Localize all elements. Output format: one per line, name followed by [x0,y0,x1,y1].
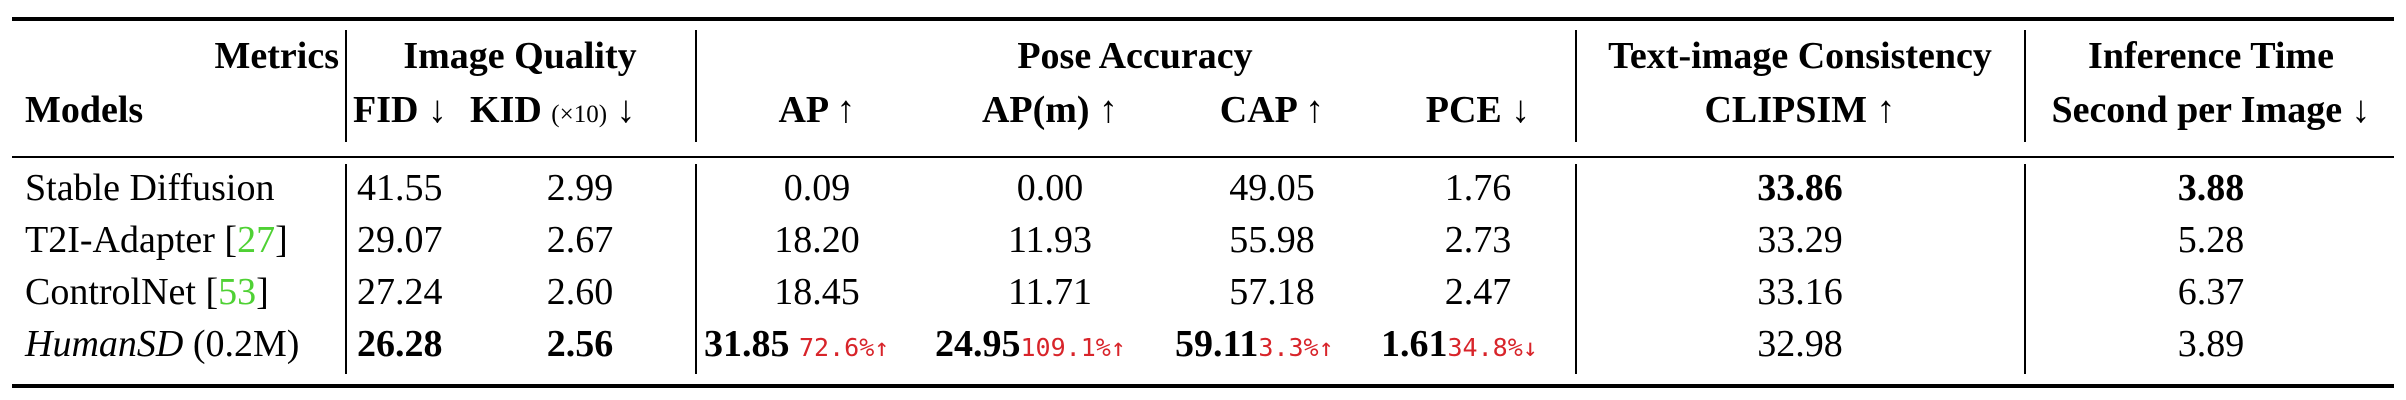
row-4-pce-pct: 34.8%↓ [1447,333,1538,362]
row-4-pce: 1.6134.8%↓ [1381,322,1538,370]
row-1-time: 3.88 [2177,167,2245,209]
divider-quality [695,30,697,142]
header-ap: AP ↑ [778,89,856,131]
row-2-kid: 2.67 [546,219,614,261]
header-kid-arrow: ↓ [616,89,636,131]
row-4-cap: 59.113.3%↑ [1175,322,1334,370]
divider-pose-body [1575,164,1577,374]
row-2-model-bracket: ] [275,219,288,261]
row-2-pce: 2.73 [1444,219,1512,261]
row-4-model: HumanSD (0.2M) [25,322,299,366]
row-4-ap-pct: 72.6%↑ [799,333,890,362]
divider-text [2024,30,2026,142]
row-2-citation[interactable]: 27 [237,219,276,261]
row-4-apm: 24.95109.1%↑ [935,322,1126,370]
header-clipsim: CLIPSIM ↑ [1704,89,1896,131]
row-4-cap-value: 59.11 [1175,323,1259,365]
header-rule [12,156,2394,158]
header-kid: KID (×10) ↓ [470,88,636,137]
header-pose-accuracy: Pose Accuracy [1017,35,1253,77]
row-3-pce: 2.47 [1444,271,1512,313]
row-4-apm-pct: 109.1%↑ [1020,333,1126,362]
row-4-fid: 26.28 [357,323,443,365]
divider-text-body [2024,164,2026,374]
row-3-ap: 18.45 [774,271,860,313]
bottom-rule [12,384,2394,388]
row-3-model-name: ControlNet [ [25,271,219,313]
row-1-fid: 41.55 [357,167,443,209]
row-4-model-suffix: (0.2M) [192,323,300,365]
header-second-per-image: Second per Image ↓ [2051,89,2371,131]
row-1-kid: 2.99 [546,167,614,209]
divider-models-body [345,164,347,374]
row-4-kid: 2.56 [546,323,614,365]
row-2-model-name: T2I-Adapter [ [25,219,238,261]
row-3-time: 6.37 [2177,271,2245,313]
row-3-kid: 2.60 [546,271,614,313]
row-4-clipsim: 32.98 [1757,323,1843,365]
row-2-cap: 55.98 [1229,219,1315,261]
header-pce: PCE ↓ [1425,89,1531,131]
row-3-model: ControlNet [53] [25,270,269,314]
header-inference: Inference Time [2088,35,2334,77]
header-fid: FID ↓ [353,89,447,131]
row-4-pce-value: 1.61 [1381,323,1448,365]
row-1-apm: 0.00 [1016,167,1084,209]
header-text-image: Text-image Consistency [1608,35,1992,77]
row-1-ap: 0.09 [783,167,851,209]
header-image-quality: Image Quality [403,35,637,77]
row-2-ap: 18.20 [774,219,860,261]
divider-pose [1575,30,1577,142]
header-apm: AP(m) ↑ [981,89,1119,131]
row-2-model: T2I-Adapter [27] [25,218,288,262]
row-2-time: 5.28 [2177,219,2245,261]
divider-quality-body [695,164,697,374]
row-2-clipsim: 33.29 [1757,219,1843,261]
row-4-cap-pct: 3.3%↑ [1258,333,1334,362]
row-4-apm-value: 24.95 [935,323,1021,365]
row-1-model: Stable Diffusion [25,167,275,209]
row-3-cap: 57.18 [1229,271,1315,313]
row-1-clipsim: 33.86 [1757,167,1843,209]
row-4-ap-value: 31.85 [704,323,790,365]
top-rule [12,17,2394,21]
row-3-citation[interactable]: 53 [218,271,257,313]
header-metrics: Metrics [214,35,339,77]
header-kid-scale: (×10) [551,101,608,128]
divider-models [345,30,347,142]
row-3-fid: 27.24 [357,271,443,313]
row-1-pce: 1.76 [1444,167,1512,209]
header-cap: CAP ↑ [1219,89,1325,131]
row-4-ap: 31.85 72.6%↑ [704,322,889,370]
row-4-model-name: HumanSD [25,323,184,365]
header-kid-label: KID [470,89,542,131]
row-3-model-bracket: ] [256,271,269,313]
row-3-clipsim: 33.16 [1757,271,1843,313]
row-2-fid: 29.07 [357,219,443,261]
row-4-time: 3.89 [2177,323,2245,365]
row-3-apm: 11.71 [1007,271,1093,313]
header-models: Models [25,89,144,131]
row-1-cap: 49.05 [1229,167,1315,209]
row-2-apm: 11.93 [1007,219,1093,261]
